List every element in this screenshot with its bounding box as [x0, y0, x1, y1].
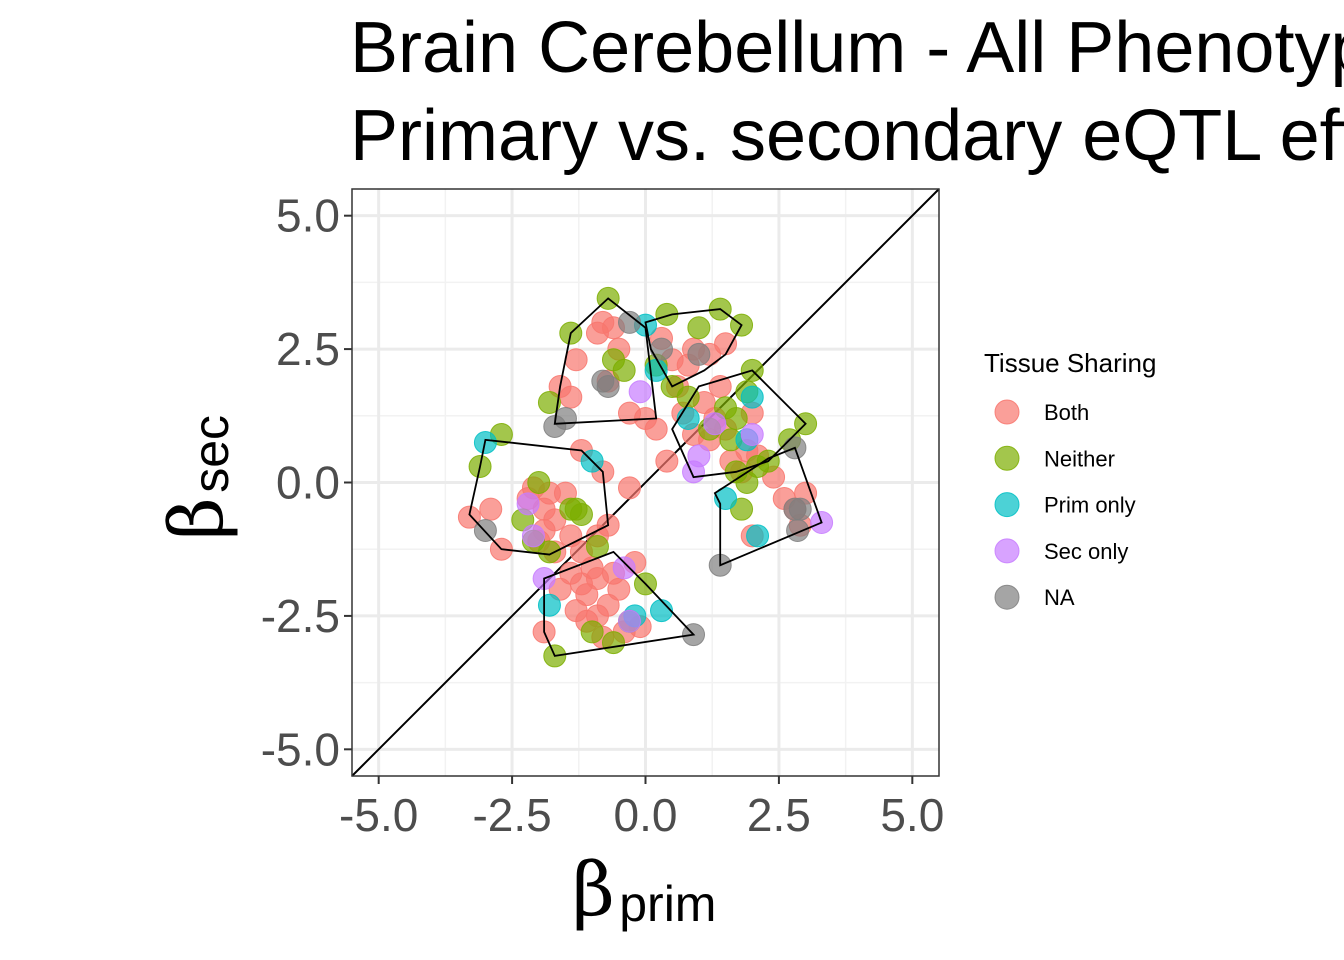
point-prim-only	[740, 385, 764, 409]
point-na	[596, 374, 620, 398]
point-sec-only	[617, 609, 641, 633]
point-sec-only	[612, 556, 636, 580]
point-sec-only	[521, 524, 545, 548]
legend-key-sec-only	[994, 538, 1020, 564]
point-both	[479, 497, 503, 521]
point-sec-only	[516, 492, 540, 516]
point-na	[650, 337, 674, 361]
grid-major	[352, 189, 939, 776]
point-na	[788, 497, 812, 521]
legend-key-neither	[994, 445, 1020, 471]
y-axis-label-group: β sec	[154, 415, 240, 540]
y-tick-label: 2.5	[276, 323, 340, 375]
legend-key-both	[994, 399, 1020, 425]
x-axis-ticks: -5.0 -2.5 0.0 2.5 5.0	[339, 776, 944, 841]
y-tick-label: 0.0	[276, 457, 340, 509]
cluster-hull	[671, 369, 807, 479]
cluster-hull	[644, 308, 743, 388]
point-neither	[735, 471, 759, 494]
point-both	[457, 505, 481, 529]
point-both	[655, 449, 679, 473]
point-na	[543, 414, 567, 438]
point-both	[548, 577, 572, 601]
x-axis-label: β prim	[572, 847, 716, 933]
y-axis-subscript: sec	[183, 415, 239, 493]
y-axis-ticks: -5.0 -2.5 0.0 2.5 5.0	[261, 190, 352, 775]
point-prim-only	[537, 593, 561, 617]
point-prim-only	[746, 524, 770, 548]
point-na	[786, 519, 810, 543]
cluster-hull	[543, 550, 696, 657]
point-neither	[687, 316, 711, 340]
y-axis-symbol: β	[154, 497, 240, 540]
point-neither	[612, 358, 636, 382]
point-prim-only	[676, 406, 700, 430]
legend-title: Tissue Sharing	[984, 348, 1156, 378]
cluster-hull	[553, 297, 658, 425]
point-both	[564, 348, 588, 372]
y-tick-label: -2.5	[261, 590, 340, 642]
diagonal-reference-line	[351, 188, 940, 777]
point-both	[714, 332, 738, 356]
cluster-hull	[468, 438, 610, 556]
point-sec-only	[687, 444, 711, 468]
point-neither	[527, 471, 551, 494]
point-na	[617, 310, 641, 334]
point-both	[708, 374, 732, 398]
legend-label: Neither	[1044, 446, 1115, 471]
point-sec-only	[740, 422, 764, 446]
y-tick-label: -5.0	[261, 723, 340, 775]
legend-key-prim-only	[994, 492, 1020, 518]
point-both	[644, 417, 668, 441]
legend-label: Prim only	[1044, 493, 1136, 518]
legend-key-na	[994, 584, 1020, 610]
point-both	[569, 572, 593, 596]
legend-label: Sec only	[1044, 539, 1128, 564]
hull-layer	[468, 297, 823, 657]
point-both	[585, 321, 609, 345]
x-tick-label: -5.0	[339, 789, 418, 841]
y-tick-label: 5.0	[276, 190, 340, 242]
point-sec-only	[703, 412, 727, 436]
point-neither	[580, 620, 604, 644]
point-sec-only	[628, 380, 652, 404]
x-tick-label: 0.0	[614, 789, 678, 841]
cluster-hull	[713, 446, 823, 567]
point-na	[687, 342, 711, 366]
legend-label: Both	[1044, 400, 1089, 425]
x-tick-label: -2.5	[472, 789, 551, 841]
chart-title-line2: Primary vs. secondary eQTL effect sizes	[350, 96, 1344, 176]
point-neither	[601, 631, 625, 655]
point-neither	[724, 406, 748, 430]
x-tick-label: 5.0	[880, 789, 944, 841]
point-prim-only	[650, 599, 674, 623]
legend: Tissue Sharing Both Neither Prim only Sec o…	[984, 348, 1156, 610]
y-axis-label: β sec	[154, 415, 240, 540]
point-both	[559, 385, 583, 409]
legend-label: NA	[1044, 585, 1075, 610]
legend-items: Both Neither Prim only Sec only NA	[994, 399, 1136, 610]
chart-title-line1: Brain Cerebellum - All Phenotypes	[350, 8, 1344, 88]
point-neither	[730, 497, 754, 521]
x-tick-label: 2.5	[747, 789, 811, 841]
point-neither	[537, 540, 561, 564]
x-axis-subscript: prim	[619, 876, 716, 932]
x-axis-symbol: β	[572, 847, 615, 933]
point-neither	[537, 390, 561, 414]
point-both	[617, 476, 641, 500]
point-neither	[569, 503, 593, 527]
